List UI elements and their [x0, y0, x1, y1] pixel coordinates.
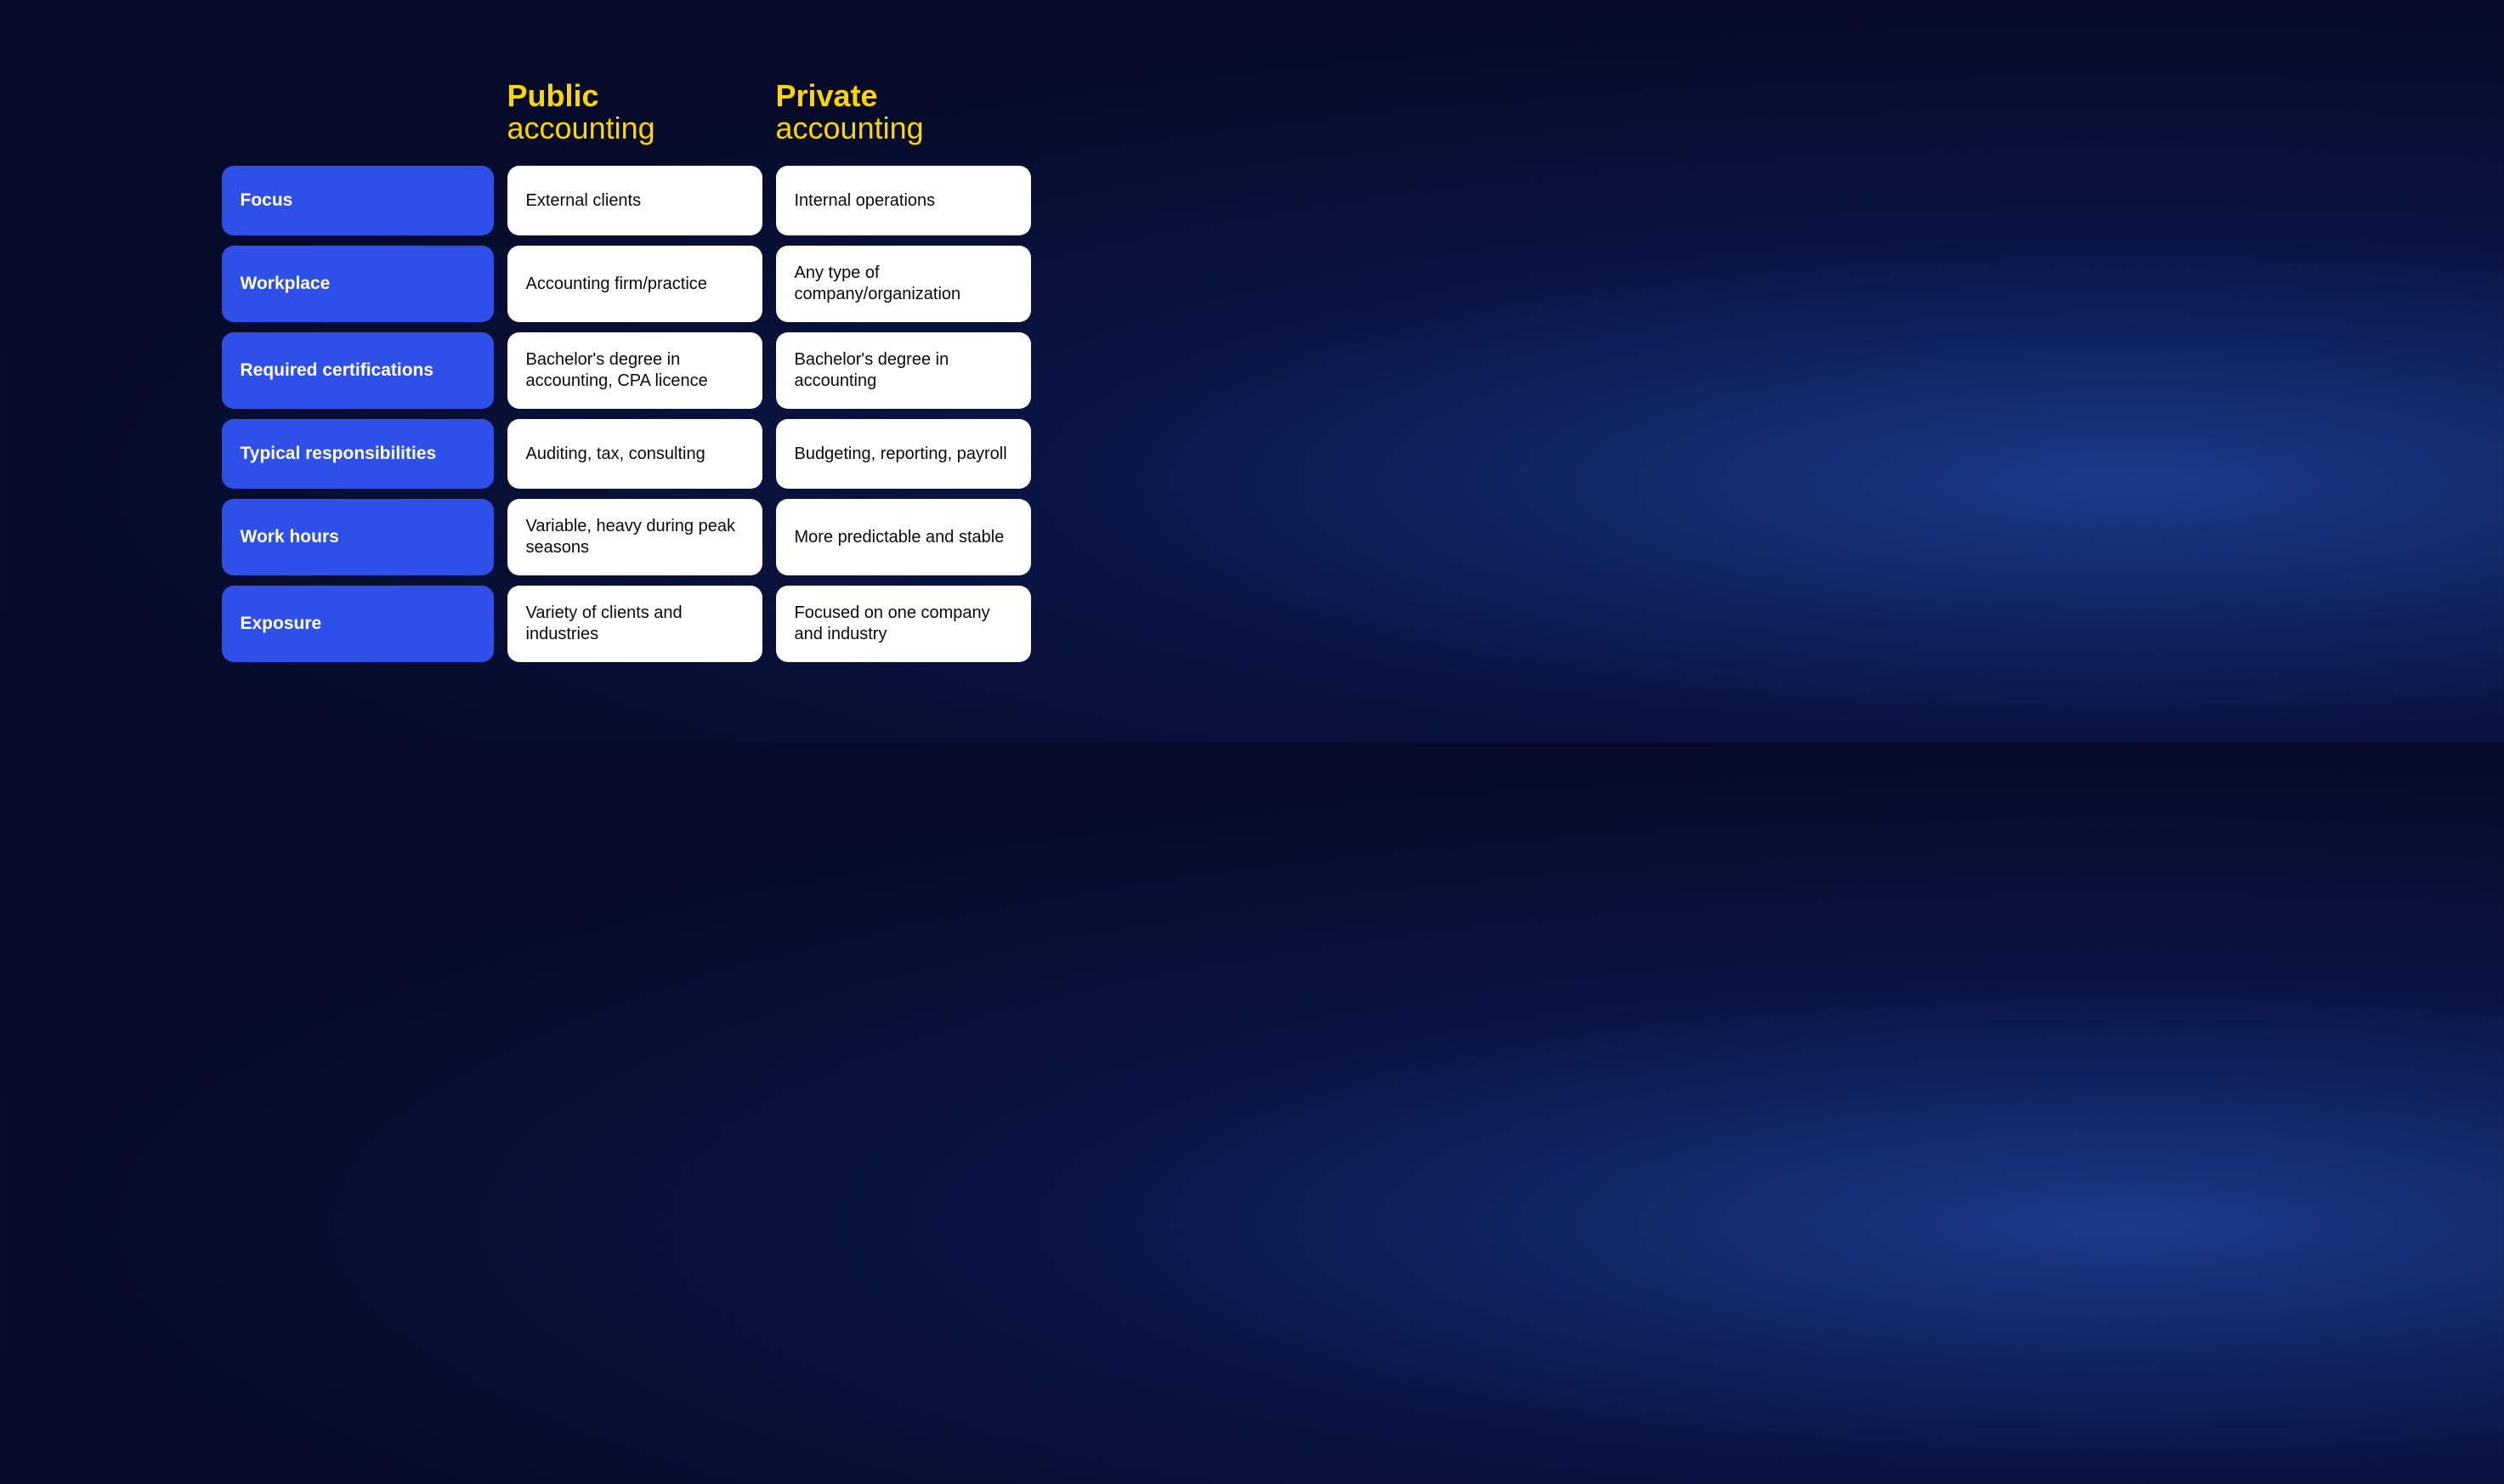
row-value-private: Budgeting, reporting, payroll [776, 419, 1031, 489]
row-value-text: Variety of clients and industries [526, 603, 744, 645]
row-value-private: Internal operations [776, 166, 1031, 235]
row-value-text: Budgeting, reporting, payroll [795, 444, 1007, 465]
row-value-text: Any type of company/organization [795, 263, 1012, 305]
column-header-public: Public accounting [507, 80, 762, 156]
row-label-certifications: Required certifications [222, 332, 494, 409]
row-label-responsibilities: Typical responsibilities [222, 419, 494, 489]
row-value-private: Focused on one company and industry [776, 586, 1031, 662]
row-label-work-hours: Work hours [222, 499, 494, 575]
column-header-private: Private accounting [776, 80, 1031, 156]
row-value-text: Variable, heavy during peak seasons [526, 516, 744, 558]
column-header-bold: Public [507, 78, 599, 113]
row-label-text: Workplace [241, 274, 331, 294]
row-value-text: Internal operations [795, 190, 936, 212]
row-value-public: Variety of clients and industries [507, 586, 762, 662]
row-value-text: Accounting firm/practice [526, 274, 707, 295]
row-label-exposure: Exposure [222, 586, 494, 662]
row-value-private: Any type of company/organization [776, 246, 1031, 322]
row-value-text: Auditing, tax, consulting [526, 444, 705, 465]
row-label-focus: Focus [222, 166, 494, 235]
row-value-text: More predictable and stable [795, 527, 1005, 548]
row-label-text: Work hours [241, 527, 339, 547]
row-value-text: Bachelor's degree in accounting, CPA lic… [526, 349, 744, 392]
row-label-text: Focus [241, 190, 293, 211]
column-header-light: accounting [507, 110, 655, 145]
row-label-text: Typical responsibilities [241, 444, 437, 464]
row-value-private: Bachelor's degree in accounting [776, 332, 1031, 409]
row-value-text: Focused on one company and industry [795, 603, 1012, 645]
row-value-text: Bachelor's degree in accounting [795, 349, 1012, 392]
row-value-private: More predictable and stable [776, 499, 1031, 575]
row-value-public: External clients [507, 166, 762, 235]
row-value-text: External clients [526, 190, 642, 212]
column-header-light: accounting [776, 110, 924, 145]
row-label-text: Required certifications [241, 360, 434, 381]
column-header-bold: Private [776, 78, 878, 113]
header-spacer [222, 80, 494, 156]
row-label-workplace: Workplace [222, 246, 494, 322]
comparison-table: Public accounting Private accounting Foc… [222, 80, 1031, 663]
row-value-public: Accounting firm/practice [507, 246, 762, 322]
row-value-public: Auditing, tax, consulting [507, 419, 762, 489]
row-value-public: Bachelor's degree in accounting, CPA lic… [507, 332, 762, 409]
row-label-text: Exposure [241, 614, 322, 634]
row-value-public: Variable, heavy during peak seasons [507, 499, 762, 575]
